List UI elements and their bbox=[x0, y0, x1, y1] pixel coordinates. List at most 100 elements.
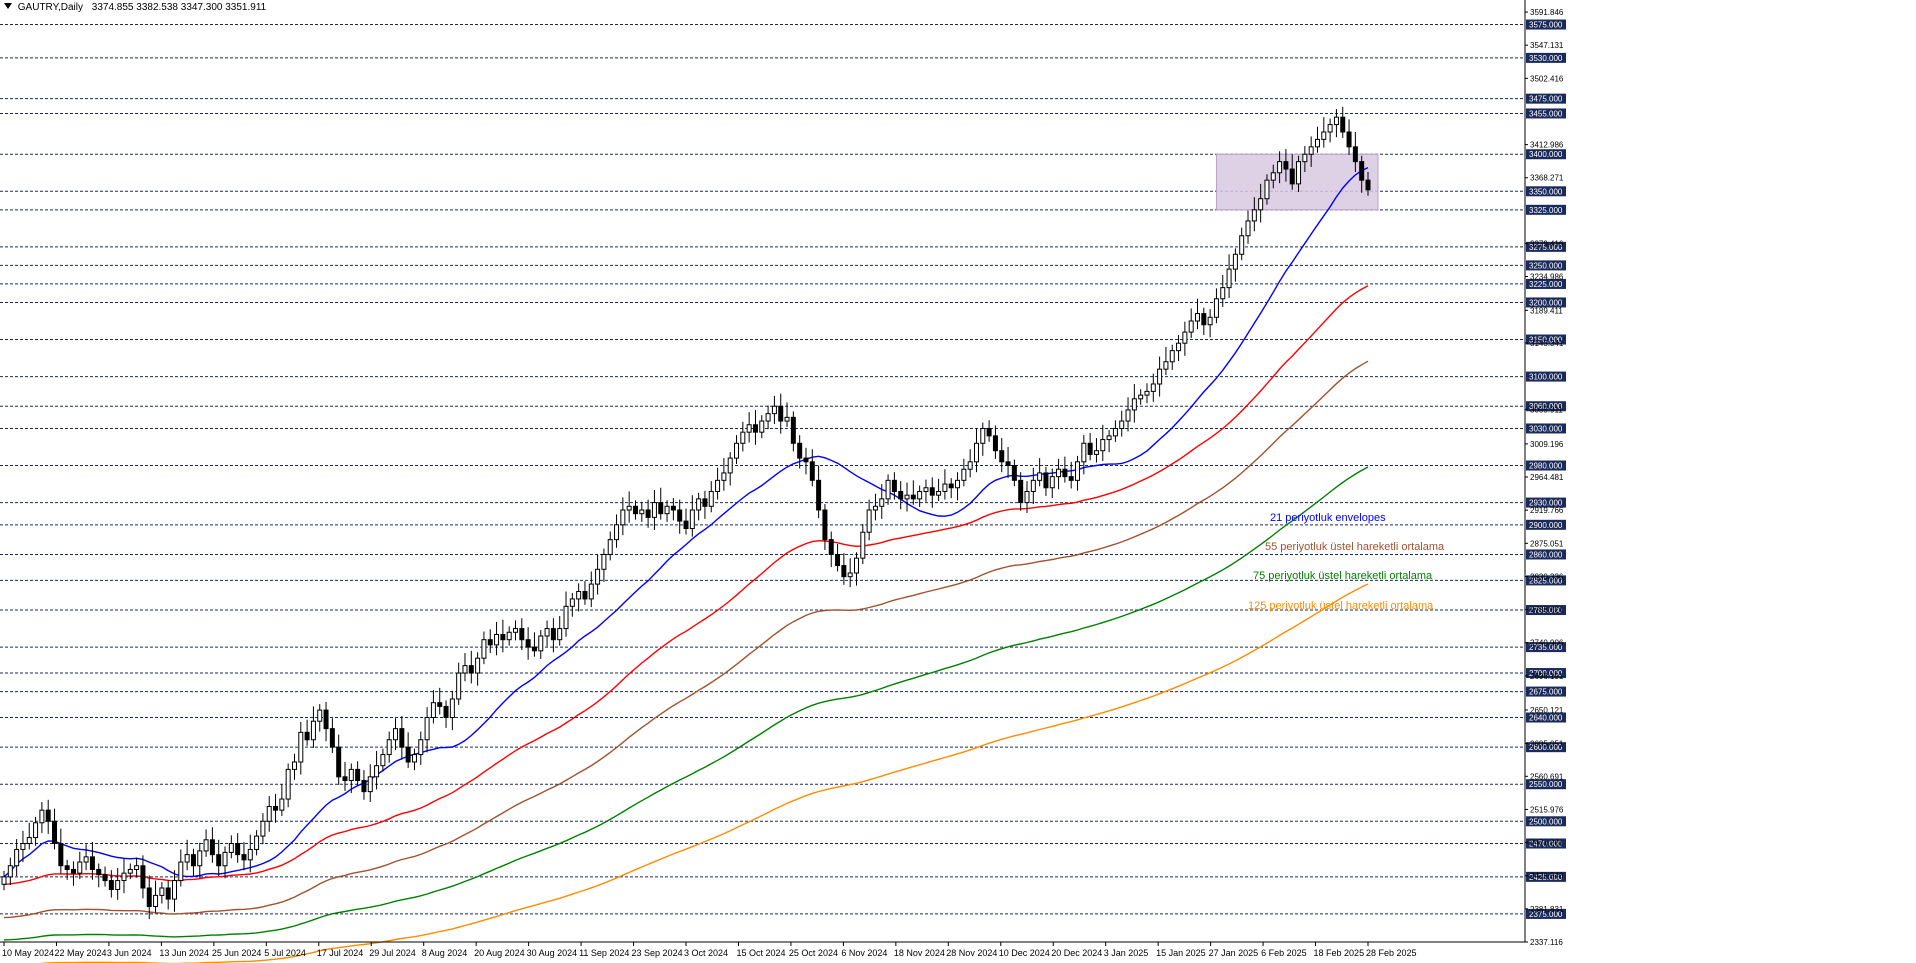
candle-body bbox=[809, 461, 815, 481]
candle-body bbox=[765, 413, 771, 422]
candle-body bbox=[487, 639, 493, 646]
candle-body bbox=[399, 728, 405, 748]
candle-body bbox=[481, 639, 487, 659]
candle-body bbox=[254, 835, 260, 850]
x-tick-label: 18 Nov 2024 bbox=[894, 948, 945, 958]
x-tick-label: 17 Jul 2024 bbox=[317, 948, 364, 958]
level-tag bbox=[1526, 93, 1566, 104]
candle-body bbox=[910, 494, 916, 500]
candle-body bbox=[538, 635, 544, 652]
collapse-triangle-icon[interactable] bbox=[4, 3, 12, 9]
candle-body bbox=[1182, 331, 1188, 344]
x-tick-label: 29 Jul 2024 bbox=[369, 948, 416, 958]
y-tick-label: 3009.196 bbox=[1530, 440, 1564, 449]
candle-body bbox=[1232, 253, 1238, 270]
candle-body bbox=[424, 717, 430, 741]
candle-body bbox=[374, 765, 380, 778]
candle-body bbox=[494, 634, 500, 646]
level-tag bbox=[1526, 460, 1566, 471]
x-tick-label: 10 May 2024 bbox=[2, 948, 54, 958]
y-tick-label: 2830.336 bbox=[1530, 572, 1564, 581]
candle-body bbox=[860, 531, 866, 559]
y-tick-label: 2515.976 bbox=[1530, 805, 1564, 814]
ema75-line bbox=[3, 360, 1369, 919]
candle-body bbox=[885, 479, 891, 500]
price-axis: 3575.000 3530.000 3475.000 3455.000 3400.000… bbox=[1524, 0, 1566, 947]
candle-body bbox=[645, 509, 651, 518]
x-tick-label: 25 Oct 2024 bbox=[789, 948, 838, 958]
y-tick-label: 2605.051 bbox=[1530, 739, 1564, 748]
candle-body bbox=[1119, 420, 1125, 429]
level-label: 3530.000 bbox=[1529, 54, 1563, 63]
candle-body bbox=[1169, 350, 1175, 363]
candle-body bbox=[285, 768, 291, 800]
candle-body bbox=[14, 848, 20, 867]
y-tick-label: 2381.831 bbox=[1530, 905, 1564, 914]
level-tag bbox=[1526, 108, 1566, 119]
candle-body bbox=[854, 557, 859, 574]
candle-body bbox=[980, 427, 986, 444]
level-tag bbox=[1526, 908, 1566, 919]
candle-body bbox=[121, 872, 127, 882]
level-tag bbox=[1526, 260, 1566, 271]
candle-body bbox=[304, 731, 310, 741]
candle-body bbox=[1302, 153, 1308, 163]
level-label: 3200.000 bbox=[1529, 298, 1563, 307]
level-tag bbox=[1526, 52, 1566, 63]
candle-body bbox=[77, 861, 83, 874]
candle-body bbox=[1359, 161, 1365, 181]
candle-body bbox=[696, 498, 702, 511]
candle-body bbox=[1239, 235, 1245, 255]
candle-body bbox=[651, 502, 657, 518]
candle-body bbox=[1049, 476, 1055, 489]
level-label: 2470.000 bbox=[1529, 840, 1563, 849]
level-label: 2860.000 bbox=[1529, 550, 1563, 559]
level-tag bbox=[1526, 549, 1566, 560]
level-tag bbox=[1526, 19, 1566, 30]
level-label: 3030.000 bbox=[1529, 424, 1563, 433]
candle-body bbox=[942, 483, 948, 492]
level-label: 2550.000 bbox=[1529, 780, 1563, 789]
candle-body bbox=[898, 490, 904, 500]
ema125-line bbox=[3, 466, 1369, 941]
x-tick-label: 15 Jan 2025 bbox=[1156, 948, 1206, 958]
candle-body bbox=[557, 628, 563, 641]
candle-body bbox=[803, 457, 809, 463]
candle-body bbox=[1327, 124, 1333, 133]
level-label: 3250.000 bbox=[1529, 261, 1563, 270]
candle-body bbox=[355, 768, 361, 782]
candle-body bbox=[973, 442, 979, 463]
candle-body bbox=[929, 487, 935, 496]
x-tick-label: 3 Jun 2024 bbox=[107, 948, 152, 958]
candle-body bbox=[380, 754, 386, 767]
level-tag bbox=[1526, 779, 1566, 790]
candle-body bbox=[26, 837, 32, 845]
candle-body bbox=[923, 487, 929, 492]
candle-body bbox=[108, 880, 114, 890]
candle-body bbox=[1043, 472, 1049, 489]
level-label: 2825.000 bbox=[1529, 576, 1563, 585]
level-label: 3455.000 bbox=[1529, 109, 1563, 118]
y-tick-label: 2875.051 bbox=[1530, 539, 1564, 548]
candle-body bbox=[683, 520, 689, 530]
candle-body bbox=[134, 865, 140, 870]
level-label: 2930.000 bbox=[1529, 499, 1563, 508]
candle-body bbox=[525, 639, 531, 648]
candle-body bbox=[582, 591, 588, 600]
level-tag bbox=[1526, 371, 1566, 382]
level-tag bbox=[1526, 838, 1566, 849]
candle-body bbox=[1283, 161, 1289, 170]
candle-body bbox=[418, 739, 424, 756]
candle-body bbox=[879, 498, 885, 507]
level-tag bbox=[1526, 686, 1566, 697]
candle-body bbox=[1314, 138, 1320, 148]
candle-body bbox=[721, 472, 727, 481]
candle-body bbox=[430, 702, 436, 719]
candle-body bbox=[405, 746, 411, 763]
candle-body bbox=[475, 657, 481, 674]
level-tag bbox=[1526, 712, 1566, 723]
candle-body bbox=[172, 880, 177, 900]
candle-body bbox=[83, 856, 89, 863]
candle-body bbox=[39, 809, 45, 824]
